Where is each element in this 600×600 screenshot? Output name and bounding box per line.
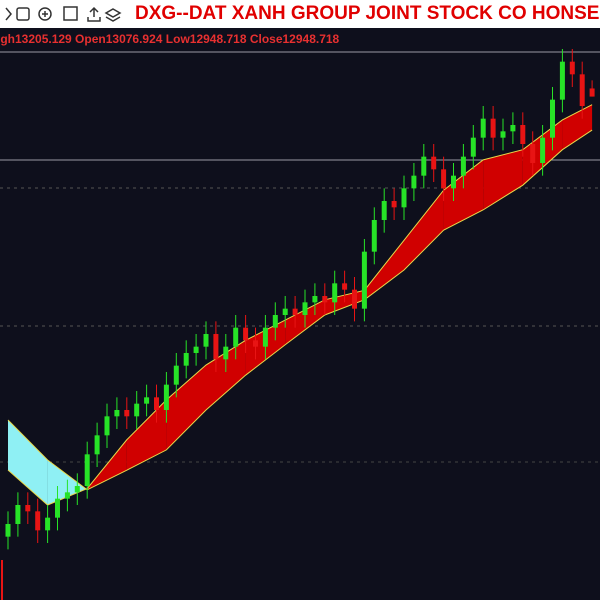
candle-body (292, 308, 298, 315)
candle-body (361, 251, 367, 309)
icon-add[interactable] (38, 7, 52, 21)
candle-body (183, 353, 189, 366)
candle-body (64, 492, 70, 499)
candle-body (451, 175, 456, 189)
icon-camera[interactable] (16, 7, 30, 21)
ribbon-segment (443, 159, 484, 231)
candle-body (500, 131, 506, 138)
candle-body (25, 505, 31, 512)
candle-body (45, 517, 51, 531)
candle-body (569, 61, 575, 75)
candle-body (579, 74, 585, 106)
candle-body (411, 175, 417, 189)
candle-body (401, 188, 407, 208)
candle-body (5, 524, 11, 537)
candle-body (154, 397, 159, 410)
candle-body (332, 283, 338, 303)
candle-body (203, 334, 209, 347)
candle-body (173, 365, 179, 385)
candle-body (84, 454, 90, 486)
candle-body (213, 334, 219, 360)
icon-share[interactable] (87, 6, 101, 22)
candle-body (282, 308, 288, 315)
candle-body (272, 315, 278, 328)
ribbon-segment (8, 420, 48, 505)
candle-body (431, 156, 437, 170)
candle-body (520, 125, 526, 144)
candle-body (55, 498, 60, 518)
candle-body (441, 169, 447, 189)
candle-body (114, 410, 120, 417)
candle-body (163, 384, 169, 410)
icon-save[interactable] (63, 6, 78, 21)
candle-body (530, 144, 536, 163)
candle-body (35, 511, 41, 531)
candle-body (391, 201, 397, 208)
toolbar: DXG--DAT XANH GROUP JOINT STOCK CO HONSE (0, 0, 600, 28)
candle-body (144, 397, 150, 404)
candle-body (193, 346, 199, 353)
icon-add-cross (42, 11, 48, 17)
ribbon-segment (166, 365, 206, 450)
candle-body (559, 61, 565, 100)
candle-body (510, 125, 516, 132)
ribbon-segment (483, 149, 523, 210)
candle-body (243, 327, 249, 341)
candle-body (223, 346, 229, 360)
candle-body (15, 505, 21, 524)
ribbon-segment (364, 240, 404, 300)
candle-body (253, 340, 258, 347)
candle-body (352, 289, 357, 309)
icon-expand[interactable] (5, 7, 12, 21)
candle-body (342, 283, 348, 290)
candle-body (490, 118, 496, 138)
ribbon-segment (404, 190, 444, 271)
candle-body (460, 156, 466, 176)
candle-body (550, 99, 555, 138)
candle-body (104, 416, 110, 436)
ribbon-segment (562, 104, 593, 150)
candle-body (312, 296, 318, 303)
candle-body (233, 327, 239, 347)
candle-body (262, 327, 268, 347)
icon-layers[interactable] (104, 8, 122, 22)
ohlc-readout: igh13205.129 Open13076.924 Low12948.718 … (0, 32, 340, 46)
chart-title: DXG--DAT XANH GROUP JOINT STOCK CO HONSE (135, 3, 600, 24)
candle-body (94, 435, 100, 455)
candle-body (381, 201, 387, 220)
candle-body (371, 220, 377, 252)
candle-body (421, 156, 427, 176)
candle-body (589, 88, 595, 97)
candle-body (540, 137, 546, 163)
candle-body (302, 302, 308, 315)
ribbon-edge (7, 129, 593, 491)
candle-body (322, 296, 328, 303)
toolbar-icons (5, 6, 122, 22)
candle-body (74, 486, 80, 493)
candle-body (480, 118, 486, 138)
candle-body (470, 137, 476, 157)
candle-body (124, 410, 130, 417)
candle-body (134, 403, 140, 417)
